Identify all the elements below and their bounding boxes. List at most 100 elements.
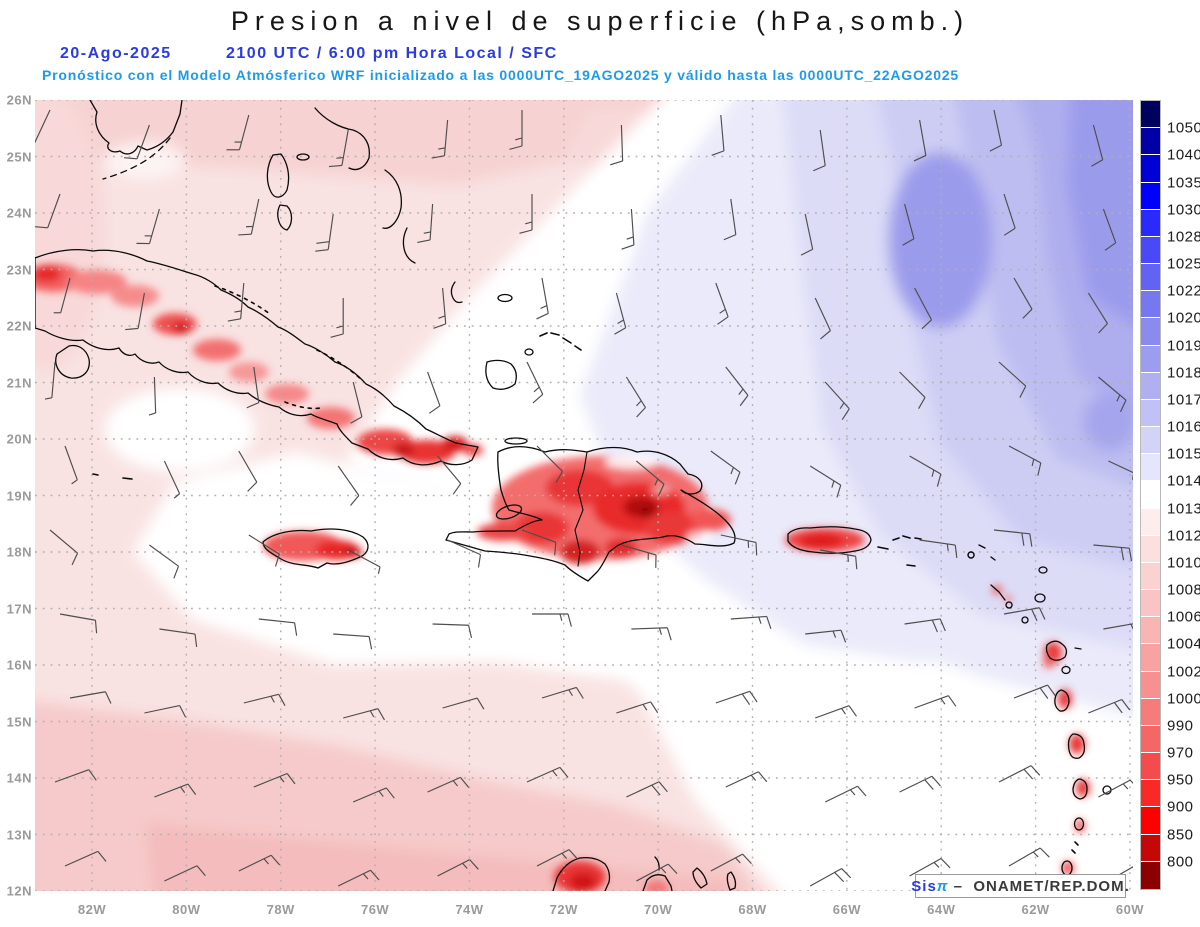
lon-label-60W: 60W — [1115, 902, 1145, 917]
wind-barb — [315, 213, 334, 252]
wind-barb — [809, 465, 842, 498]
lon-label-66W: 66W — [832, 902, 861, 917]
wind-barb — [59, 613, 98, 634]
page-title: Presion a nivel de superficie (hPa,somb.… — [230, 6, 970, 36]
wind-barb — [64, 850, 107, 867]
lat-label-22N: 22N — [6, 318, 32, 334]
cays-jardines — [284, 401, 322, 410]
wind-barb — [49, 529, 79, 566]
coast-little-inagua — [524, 348, 534, 356]
wind-barb — [64, 445, 78, 485]
wind-barb — [526, 361, 544, 404]
colorbar-label-1008: 1008 — [1167, 581, 1200, 599]
wind-barb — [44, 361, 56, 400]
colorbar-segment — [1141, 481, 1160, 509]
wind-barb — [337, 869, 380, 887]
forecast-date: 20-Ago-2025 — [60, 45, 172, 62]
lat-label-25N: 25N — [6, 149, 32, 164]
wind-barb — [253, 772, 296, 788]
coast-curacao — [692, 867, 708, 889]
wind-barb — [519, 194, 533, 234]
colorbar-segment — [1141, 318, 1160, 346]
lon-label-74W: 74W — [455, 902, 484, 917]
wind-barb — [800, 213, 814, 256]
colorbar-segment — [1141, 264, 1160, 292]
wind-barb — [899, 775, 941, 793]
wind-barb — [1008, 445, 1042, 476]
wind-barb — [813, 129, 826, 172]
wind-barb — [1013, 684, 1056, 699]
wind-barbs — [21, 109, 1150, 887]
wind-barb — [442, 697, 485, 710]
lon-label-70W: 70W — [644, 902, 673, 917]
wind-barb — [536, 849, 579, 867]
wind-barb — [136, 208, 160, 245]
wind-barb — [626, 781, 668, 798]
colorbar-label-1014: 1014 — [1167, 472, 1200, 490]
colorbar-segment — [1141, 372, 1160, 400]
coast-gonave — [495, 504, 523, 520]
wind-barb — [333, 633, 373, 650]
wind-barb — [998, 361, 1027, 398]
coast-virgin-islands — [877, 535, 922, 567]
coast-puerto-rico — [787, 526, 872, 554]
colorbar-segment — [1141, 671, 1160, 699]
wind-barb — [1008, 847, 1050, 867]
border-haiti-dr — [574, 451, 588, 567]
coast-st-lucia — [1072, 778, 1088, 800]
wind-barb — [352, 787, 395, 803]
wind-barb — [914, 695, 957, 709]
coast-eleuthera — [382, 169, 403, 229]
wind-barb — [330, 298, 344, 338]
colorbar-segment — [1141, 291, 1160, 319]
colorbar: 1050 1040 1035 1030 1028 1025 1022 1020 1019 1018… — [1140, 100, 1200, 890]
lat-label-13N: 13N — [6, 827, 32, 842]
colorbar-label-1018: 1018 — [1167, 364, 1200, 382]
lat-label-21N: 21N — [6, 375, 32, 390]
coast-grenadines — [1071, 841, 1079, 854]
lat-label-12N: 12N — [6, 883, 32, 899]
colorbar-label-1006: 1006 — [1167, 608, 1200, 626]
wind-barb — [919, 539, 958, 558]
colorbar-label-1025: 1025 — [1167, 255, 1200, 273]
lon-label-80W: 80W — [172, 902, 201, 917]
colorbar-label-1020: 1020 — [1167, 309, 1200, 327]
wind-barb — [532, 613, 572, 627]
wind-barb — [347, 549, 381, 574]
lat-label-16N: 16N — [6, 657, 32, 673]
colorbar-segment — [1141, 508, 1160, 536]
wind-barb — [815, 705, 857, 719]
coast-hispaniola — [445, 446, 736, 582]
coast-guajira — [552, 856, 611, 892]
colorbar-segment — [1141, 101, 1160, 129]
coast-montserrat — [1021, 616, 1029, 624]
wind-barb — [238, 450, 258, 492]
lat-label-14N: 14N — [6, 770, 32, 786]
wind-barb — [227, 282, 245, 322]
lon-label-64W: 64W — [927, 902, 956, 917]
lat-label-26N: 26N — [6, 92, 32, 108]
lon-label-78W: 78W — [266, 902, 295, 917]
colorbar-label-1022: 1022 — [1167, 282, 1200, 300]
lat-label-23N: 23N — [6, 262, 32, 277]
colorbar-segment — [1141, 698, 1160, 726]
wind-barb — [427, 371, 441, 414]
wind-barb — [149, 544, 180, 579]
colorbar-segment — [1141, 644, 1160, 672]
colorbar-segment — [1141, 182, 1160, 210]
wind-barb — [636, 460, 665, 497]
wind-barb — [711, 114, 725, 156]
wind-barb — [913, 119, 927, 162]
lat-label-20N: 20N — [6, 431, 32, 447]
lat-label-18N: 18N — [6, 544, 32, 560]
coast-bonaire — [726, 871, 737, 891]
wind-barb — [715, 282, 729, 325]
pi-icon: π — [936, 877, 949, 895]
colorbar-label-950: 950 — [1167, 771, 1194, 789]
wind-barb — [427, 776, 470, 793]
coast-st-kitts-nevis — [990, 584, 1013, 609]
wind-barb — [526, 766, 569, 783]
wind-barb — [226, 114, 250, 151]
wind-barb — [248, 534, 280, 567]
